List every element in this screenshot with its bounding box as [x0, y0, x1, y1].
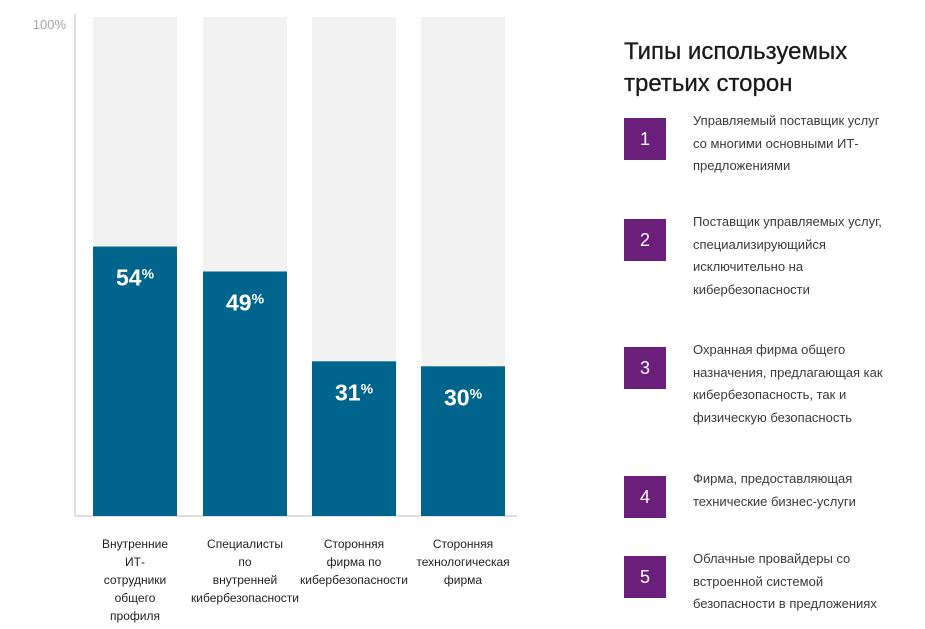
legend-title-line-1: Типы используемых [624, 38, 848, 65]
legend-item-3: 3 Охранная фирма общего назначения, предла… [624, 342, 919, 425]
bar-value-label-1: 54% [116, 265, 155, 291]
legend-item-text: Фирма, предоставляющая технические бизнес… [693, 468, 921, 513]
legend-text-line: специализирующийся [693, 236, 826, 252]
legend-number-badge: 1 [624, 118, 666, 160]
bar-value-label-2: 49% [226, 289, 265, 315]
legend-text-line: со многими основными ИТ- [693, 135, 859, 151]
bar-value-label-4: 30% [444, 384, 483, 410]
legend-item-text: Поставщик управляемых услуг, специализиру… [693, 211, 921, 301]
x-tick-label-4: Сторонняя технологическая фирма [403, 535, 523, 589]
x-tick-label-line: Сторонняя [432, 537, 494, 551]
legend-text-line: Облачные провайдеры со [693, 551, 851, 566]
x-tick-label-line: кибербезопасности [191, 591, 299, 605]
legend-item-text: Охранная фирма общего назначения, предлаг… [693, 339, 921, 429]
x-tick-label-line: профиля [110, 609, 160, 623]
x-tick-label-3: Сторонняя фирма по кибербезопасности [294, 535, 414, 589]
bars-group: 54% 49% 31% 30% [93, 17, 505, 517]
legend-text-line: Фирма, предоставляющая [693, 471, 853, 486]
bar-chart: 100% 54% 49% 31% 30% [33, 14, 517, 517]
x-tick-label-line: фирма по [326, 555, 382, 569]
legend-text-line: Управляемый поставщик услуг [693, 113, 880, 128]
legend-number-badge: 3 [624, 347, 666, 389]
x-tick-label-1: Внутренние ИТ-сотрудники общего профиля [75, 535, 195, 625]
x-tick-label-line: кибербезопасности [300, 573, 408, 587]
legend-number-badge: 2 [624, 219, 666, 261]
legend-title-line-2: третьих сторон [624, 70, 793, 97]
x-tick-label-line: технологическая [416, 555, 510, 569]
legend-text-line: встроенной системой [693, 573, 824, 589]
legend-item-4: 4 Фирма, предоставляющая технические бизне… [624, 471, 919, 546]
legend-text-line: физическую безопасность [693, 409, 853, 425]
legend-text-line: кибербезопасности [693, 281, 810, 297]
legend-text-line: кибербезопасность, так и [693, 387, 847, 402]
x-tick-label-line: Специалисты [207, 537, 283, 551]
x-tick-label-line: общего [114, 591, 156, 605]
bar-1 [93, 246, 177, 517]
x-tick-label-line: ИТ- [125, 555, 145, 569]
x-tick-label-line: сотрудники [103, 573, 167, 587]
legend-text-line: Поставщик управляемых услуг, [693, 214, 882, 229]
x-tick-label-line: по [238, 555, 252, 569]
legend-text-line: исключительно на [693, 259, 804, 274]
legend-text-line: Охранная фирма общего [693, 342, 846, 357]
legend-item-2: 2 Поставщик управляемых услуг, специализир… [624, 214, 919, 297]
legend-item-1: 1 Управляемый поставщик услуг со многими о… [624, 113, 919, 188]
legend-number-badge: 4 [624, 476, 666, 518]
legend-title: Типы используемых третьих сторон [624, 36, 914, 100]
x-tick-label-line: Сторонняя [323, 537, 385, 551]
bar-value-label-3: 31% [335, 379, 374, 405]
legend-item-text: Управляемый поставщик услуг со многими ос… [693, 110, 921, 178]
x-tick-label-line: фирма [443, 573, 483, 587]
bar-4 [421, 366, 505, 516]
x-tick-label-line: внутренней [212, 573, 278, 587]
y-tick-label-100: 100% [33, 17, 67, 32]
legend-text-line: технические бизнес-услуги [693, 493, 856, 509]
legend-number-badge: 5 [624, 556, 666, 598]
legend-item-5: 5 Облачные провайдеры со встроенной систем… [624, 551, 919, 626]
legend-text-line: безопасности в предложениях [693, 596, 877, 611]
x-tick-label-line: Внутренние [101, 537, 169, 551]
bar-2 [203, 271, 287, 516]
legend-text-line: предложениями [693, 158, 791, 173]
legend-text-line: назначения, предлагающая как [693, 364, 883, 380]
x-tick-label-2: Специалисты по внутренней кибербезопасности [185, 535, 305, 607]
legend-item-text: Облачные провайдеры со встроенной системо… [693, 548, 921, 616]
bar-3 [312, 361, 396, 516]
